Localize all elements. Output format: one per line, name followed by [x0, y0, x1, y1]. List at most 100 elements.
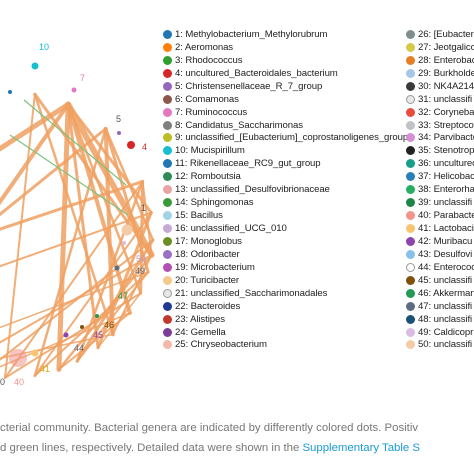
legend-item: 46: Akkerman	[406, 287, 474, 300]
legend-dot	[406, 198, 415, 208]
legend-item: 20: Turicibacter	[163, 274, 408, 287]
node-label: 0	[0, 377, 5, 387]
legend-dot	[163, 340, 172, 350]
legend-dot	[163, 159, 172, 169]
legend-item: 19: Microbacterium	[163, 261, 408, 274]
legend-item: 39: unclassifi	[406, 196, 474, 209]
legend-item: 11: Rikenellaceae_RC9_gut_group	[163, 157, 408, 170]
node-label: 1	[141, 203, 146, 213]
network-node	[117, 131, 121, 135]
network-node	[31, 349, 39, 357]
legend-dot	[163, 81, 172, 91]
legend-item: 45: unclassifi	[406, 274, 474, 287]
legend-item: 40: Parabacter	[406, 209, 474, 222]
legend-label: 36: uncultured	[418, 158, 474, 170]
legend-label: 12: Romboutsia	[175, 171, 241, 183]
legend-label: 35: Stenotropl	[418, 145, 474, 157]
legend-label: 27: Jeotgalico	[418, 41, 474, 53]
network-node	[127, 141, 135, 149]
network-node	[9, 349, 27, 367]
legend-item: 36: uncultured	[406, 157, 474, 170]
legend-label: 5: Christensenellaceae_R_7_group	[175, 80, 323, 92]
legend-item: 12: Romboutsia	[163, 170, 408, 183]
legend-dot	[406, 133, 415, 143]
supplementary-table-link[interactable]: Supplementary Table S	[302, 442, 421, 454]
legend-item: 4: uncultured_Bacteroidales_bacterium	[163, 67, 408, 80]
legend-item: 10: Mucispirillum	[163, 144, 408, 157]
legend-label: 17: Monoglobus	[175, 235, 242, 247]
node-label: 4	[142, 142, 147, 152]
legend-item: 25: Chryseobacterium	[163, 339, 408, 352]
legend-item: 50: unclassifi	[406, 339, 474, 352]
node-label: 40	[14, 377, 24, 387]
legend-label: 41: Lactobacil	[418, 223, 474, 235]
legend-item: 22: Bacteroides	[163, 300, 408, 313]
network-edge	[0, 101, 71, 152]
legend-dot	[406, 29, 415, 39]
legend-item: 21: unclassified_Saccharimonadales	[163, 287, 408, 300]
legend-label: 20: Turicibacter	[175, 274, 239, 286]
legend-label: 24: Gemella	[175, 326, 226, 338]
legend-label: 32: Corynebac	[418, 106, 474, 118]
network-edge	[66, 102, 153, 215]
legend-item: 1: Methylobacterium_Methylorubrum	[163, 28, 408, 41]
legend-label: 25: Chryseobacterium	[175, 339, 267, 351]
legend-label: 34: Parvibacte	[418, 132, 474, 144]
legend-label: 6: Comamonas	[175, 93, 239, 105]
legend-dot	[163, 68, 172, 78]
legend-item: 33: Streptococ	[406, 119, 474, 132]
node-label: 50	[136, 254, 146, 264]
legend-dot	[163, 224, 172, 234]
legend-dot	[163, 288, 172, 298]
legend-label: 14: Sphingomonas	[175, 197, 254, 209]
network-edge	[4, 93, 36, 379]
legend-label: 4: uncultured_Bacteroidales_bacterium	[175, 67, 338, 79]
legend-item: 9: unclassified_[Eubacterium]_coprostano…	[163, 132, 408, 145]
network-edge	[0, 238, 154, 361]
network-edge-negative	[9, 134, 129, 216]
network-node	[80, 325, 84, 329]
network-node	[114, 265, 120, 271]
network-node	[121, 224, 133, 236]
legend-item: 29: Burkholde	[406, 67, 474, 80]
legend-label: 19: Microbacterium	[175, 261, 255, 273]
legend-item: 16: unclassified_UCG_010	[163, 222, 408, 235]
network-edge	[0, 179, 145, 231]
caption-line-2-text: d green lines, respectively. Detailed da…	[0, 442, 303, 454]
legend-dot	[406, 42, 415, 52]
network-node	[122, 241, 126, 245]
legend-label: 3: Rhodococcus	[175, 54, 243, 66]
network-edge	[0, 253, 153, 344]
legend-label: 16: unclassified_UCG_010	[175, 223, 287, 235]
legend-dot	[406, 55, 415, 65]
legend-item: 2: Aeromonas	[163, 41, 408, 54]
legend-dot	[406, 327, 415, 337]
legend-dot	[406, 340, 415, 350]
node-label: 49	[135, 266, 145, 276]
legend-dot	[163, 133, 172, 143]
caption-line-2: d green lines, respectively. Detailed da…	[0, 438, 474, 458]
network-node	[71, 87, 77, 93]
node-label: 10	[39, 42, 49, 52]
node-label: 45	[93, 330, 103, 340]
legend-label: 46: Akkerman	[418, 287, 474, 299]
legend-dot	[406, 314, 415, 324]
legend-label: 31: unclassifi	[418, 93, 473, 105]
legend-dot	[163, 107, 172, 117]
legend-item: 27: Jeotgalico	[406, 41, 474, 54]
legend-item: 6: Comamonas	[163, 93, 408, 106]
legend-label: 1: Methylobacterium_Methylorubrum	[175, 28, 328, 40]
legend-label: 44: Enterococ	[418, 261, 474, 273]
legend-dot	[163, 185, 172, 195]
legend-dot	[406, 68, 415, 78]
legend-dot	[406, 262, 415, 272]
edge-layer	[0, 92, 155, 379]
legend-label: 11: Rikenellaceae_RC9_gut_group	[175, 158, 321, 170]
node-label: 47	[118, 291, 128, 301]
legend-dot	[406, 159, 415, 169]
network-edge	[33, 211, 153, 377]
network-edge	[0, 211, 153, 268]
network-edge	[4, 180, 144, 379]
